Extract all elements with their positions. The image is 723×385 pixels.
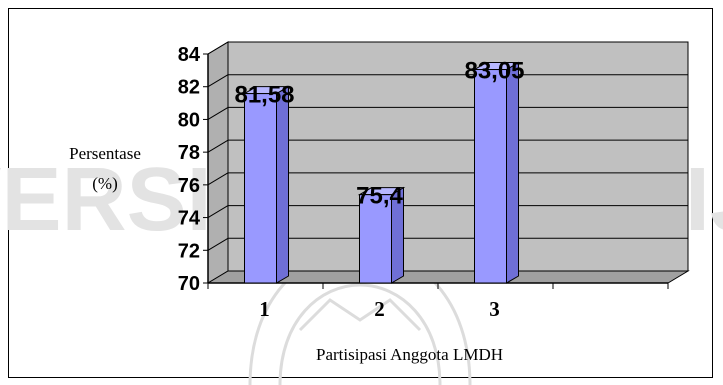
- bar-face: [359, 194, 392, 284]
- gridline-diag: [207, 41, 229, 55]
- value-label: 83,05: [464, 58, 524, 85]
- x-tick-label: 1: [259, 297, 270, 321]
- gridline-diag: [207, 139, 229, 153]
- x-tick-label: 3: [489, 297, 500, 321]
- bar-1: [242, 85, 291, 284]
- gridline-diag: [207, 106, 229, 120]
- bar-2: [357, 186, 406, 284]
- x-axis-title: Partisipasi Anggota LMDH: [316, 345, 503, 364]
- y-axis-title-line2: (%): [92, 174, 118, 193]
- value-label: 75,4: [356, 183, 403, 210]
- y-tick-label: 82: [178, 77, 200, 99]
- plot-side-wall: [207, 41, 229, 284]
- y-tick-label: 72: [178, 240, 200, 262]
- bar-face: [244, 93, 277, 284]
- y-tick-label: 74: [178, 208, 201, 230]
- gridline-diag: [207, 237, 229, 251]
- gridline-diag: [207, 205, 229, 219]
- bars: [242, 61, 521, 284]
- y-axis-title-line1: Persentase: [69, 144, 141, 163]
- y-tick-label: 84: [178, 44, 201, 66]
- gridline-diag: [207, 172, 229, 186]
- y-tick-label: 70: [178, 273, 200, 295]
- x-tick-label: 2: [374, 297, 385, 321]
- gridline-diag: [207, 74, 229, 88]
- bar-side: [276, 85, 289, 284]
- y-axis-title: Persentase (%): [60, 144, 150, 194]
- y-tick-label: 78: [178, 142, 200, 164]
- bar-3: [472, 61, 521, 284]
- y-tick-labels: 70 72 74 76 78 80 82 84: [178, 44, 201, 295]
- bar-side: [506, 61, 519, 284]
- value-labels: 81,58 75,4 83,05: [234, 58, 524, 210]
- bar-face: [474, 69, 507, 284]
- x-tick-labels: 1 2 3: [259, 297, 500, 321]
- y-tick-label: 76: [178, 175, 200, 197]
- y-tick-label: 80: [178, 109, 200, 131]
- value-label: 81,58: [234, 82, 294, 109]
- plot-back-wall: [227, 41, 689, 272]
- axes: [203, 53, 669, 289]
- gridlines: [207, 41, 688, 251]
